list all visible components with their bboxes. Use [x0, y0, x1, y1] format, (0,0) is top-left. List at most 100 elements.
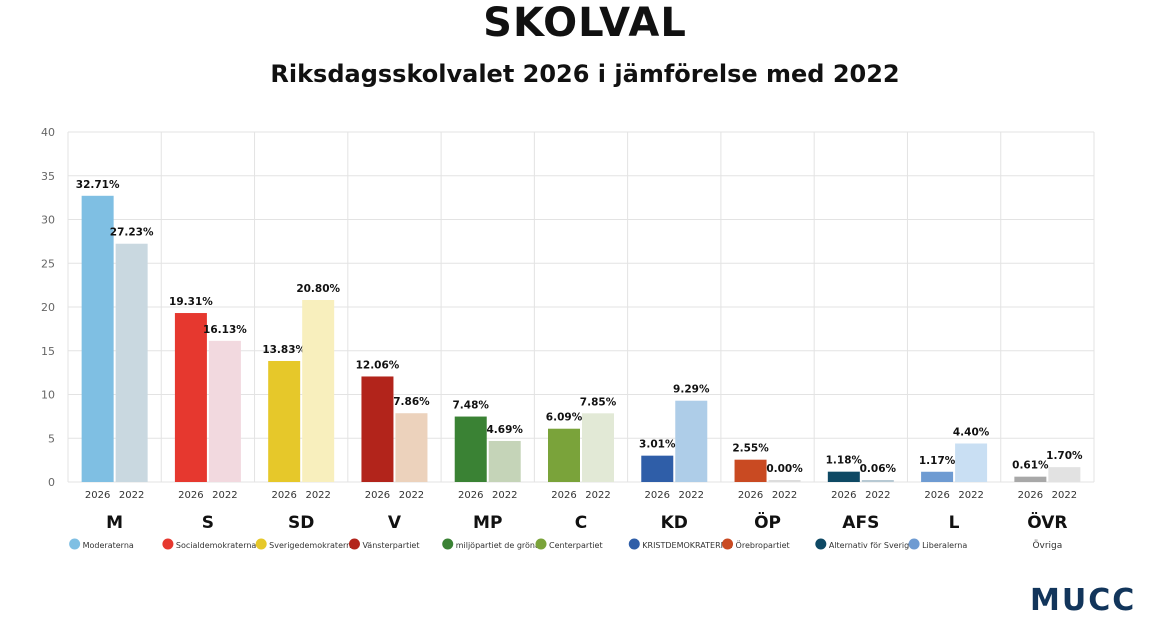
data-label-2022: 27.23%: [110, 227, 154, 239]
brand-logo: MUCC: [1030, 583, 1137, 618]
year-label-2022: 2022: [679, 490, 704, 501]
year-label-2022: 2022: [865, 490, 890, 501]
kristdemokraterna-logo-icon: [628, 538, 640, 550]
party-name-label: Alternativ för Sverige: [829, 541, 914, 550]
y-tick-label: 0: [48, 476, 55, 489]
party-name-label: Centerpartiet: [549, 541, 603, 550]
data-label-2026: 7.48%: [453, 400, 490, 412]
orebropartiet-logo-icon: [722, 538, 734, 550]
year-label-2026: 2026: [458, 490, 483, 501]
year-label-2026: 2026: [271, 490, 296, 501]
party-code-label: V: [388, 513, 402, 533]
liberalerna-logo-icon: [908, 538, 920, 550]
y-tick-label: 15: [41, 345, 55, 358]
data-label-2026: 13.83%: [262, 344, 306, 356]
year-label-2026: 2026: [831, 490, 856, 501]
data-label-2026: 12.06%: [356, 359, 400, 371]
data-label-2022: 7.86%: [393, 396, 430, 408]
y-tick-label: 5: [48, 432, 55, 445]
party-code-label: ÖP: [754, 511, 781, 533]
party-code-label: SD: [288, 513, 314, 533]
alternativ-for-sverige-heart-icon: [815, 538, 827, 550]
bar-2022: [115, 243, 148, 482]
data-label-2022: 0.00%: [766, 463, 803, 475]
bar-chart: 0 5 10 15 20 25 30 35 40 32.71% 27.23% 2026 2022 M Mod…: [41, 126, 1095, 551]
bar-2022: [582, 413, 614, 482]
year-label-2022: 2022: [492, 490, 517, 501]
vansterpartiet-v-icon: [348, 538, 360, 550]
data-label-2026: 2.55%: [732, 443, 769, 455]
year-label-2022: 2022: [1052, 490, 1077, 501]
data-label-2022: 16.13%: [203, 324, 247, 336]
y-tick-label: 20: [41, 301, 55, 314]
sverigedemokraterna-flower-icon: [255, 538, 267, 550]
year-label-2026: 2026: [551, 490, 576, 501]
bar-2026: [921, 471, 954, 482]
page-title: SKOLVAL: [483, 0, 687, 46]
bar-2026: [734, 459, 767, 482]
party-name-label: Örebropartiet: [736, 540, 790, 550]
year-label-2026: 2026: [1018, 490, 1043, 501]
year-label-2022: 2022: [772, 490, 797, 501]
bar-2022: [488, 440, 521, 482]
data-label-2026: 1.17%: [919, 455, 956, 467]
year-label-2026: 2026: [85, 490, 110, 501]
year-label-2026: 2026: [365, 490, 390, 501]
year-label-2022: 2022: [958, 490, 983, 501]
party-name-label: Sverigedemokraterna: [269, 541, 356, 550]
year-label-2022: 2022: [119, 490, 144, 501]
party-name-label: Moderaterna: [83, 541, 134, 550]
bar-2022: [302, 300, 335, 482]
bar-2022: [955, 443, 988, 482]
data-label-2022: 9.29%: [673, 384, 710, 396]
party-code-label: KD: [661, 513, 688, 533]
year-label-2026: 2026: [645, 490, 670, 501]
chart-subtitle: Riksdagsskolvalet 2026 i jämförelse med …: [270, 60, 900, 88]
party-code-label: L: [949, 513, 960, 533]
y-tick-label: 25: [41, 257, 55, 270]
data-label-2026: 3.01%: [639, 439, 676, 451]
data-label-2026: 0.61%: [1012, 460, 1049, 472]
bar-2026: [641, 455, 674, 482]
year-label-2022: 2022: [585, 490, 610, 501]
bar-2026: [81, 195, 114, 482]
bar-2026: [361, 376, 394, 482]
party-code-label: C: [575, 513, 587, 533]
data-label-2026: 19.31%: [169, 296, 213, 308]
bar-2022: [208, 340, 241, 482]
data-label-2022: 4.69%: [487, 424, 524, 436]
bar-2026: [174, 313, 207, 482]
party-name-label: Socialdemokraterna: [176, 541, 257, 550]
bar-2022: [395, 413, 428, 482]
year-label-2026: 2026: [738, 490, 763, 501]
y-tick-label: 40: [41, 126, 55, 139]
centerpartiet-clover-icon: [535, 538, 547, 550]
data-label-2026: 32.71%: [76, 179, 120, 191]
party-code-label: MP: [473, 513, 502, 533]
miljopartiet-dandelion-icon: [442, 538, 454, 550]
year-label-2022: 2022: [399, 490, 424, 501]
moderaterna-logo-icon: [69, 538, 81, 550]
y-tick-label: 35: [41, 170, 55, 183]
party-name-label: Övriga: [1032, 540, 1062, 551]
party-name-label: Vänsterpartiet: [362, 541, 419, 550]
party-name-label: KRISTDEMOKRATERNA: [642, 541, 732, 550]
data-label-2022: 1.70%: [1046, 450, 1083, 462]
bar-2022: [861, 480, 894, 482]
party-name-label: Liberalerna: [922, 541, 967, 550]
bar-2026: [268, 360, 301, 482]
data-label-2022: 20.80%: [296, 283, 340, 295]
party-name-label: miljöpartiet de gröna: [456, 541, 540, 550]
data-label-2022: 4.40%: [953, 427, 990, 439]
bar-2026: [1014, 476, 1047, 482]
data-label-2022: 7.85%: [580, 396, 617, 408]
data-label-2022: 0.06%: [860, 463, 897, 475]
year-label-2022: 2022: [305, 490, 330, 501]
bar-2026: [827, 471, 860, 482]
bar-2022: [675, 400, 708, 482]
bar-2026: [454, 416, 487, 482]
year-label-2026: 2026: [178, 490, 203, 501]
year-label-2026: 2026: [924, 490, 949, 501]
y-tick-label: 10: [41, 389, 55, 402]
party-code-label: M: [106, 513, 123, 533]
